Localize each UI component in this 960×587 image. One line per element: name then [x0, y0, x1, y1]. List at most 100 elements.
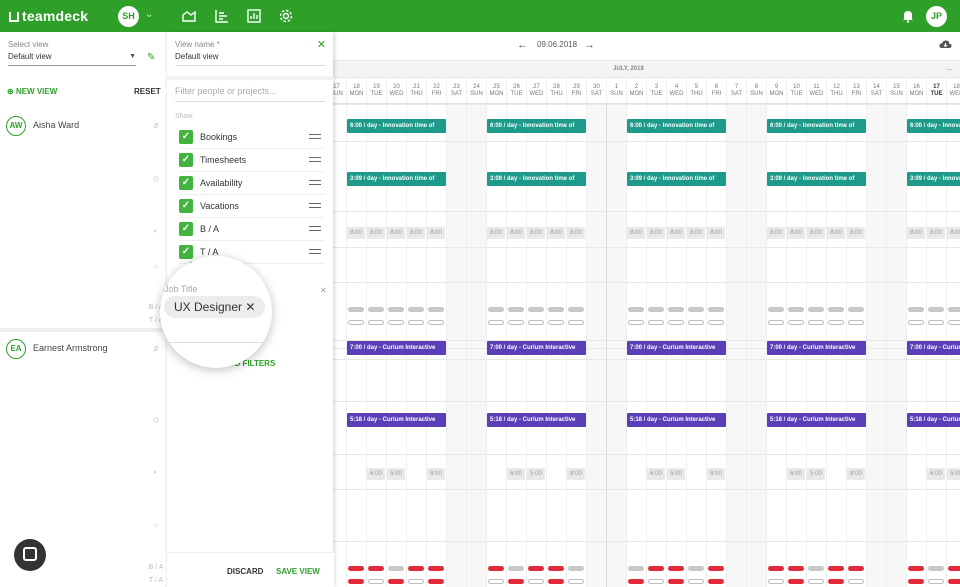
- day-column-header[interactable]: 17 TUE: [926, 78, 946, 104]
- timesheet-bar[interactable]: 5:18 / day - Curium Interactive: [907, 413, 960, 427]
- booking-bar[interactable]: 6:00 / day - Innovation time of: [627, 119, 726, 133]
- checkbox-checked-icon[interactable]: ✓: [179, 176, 193, 190]
- timesheet-bar[interactable]: 5:18 / day - Curium Interactive: [347, 413, 446, 427]
- day-column-header[interactable]: 16 MON: [906, 78, 926, 104]
- timesheet-bar[interactable]: 5:18 / day - Curium Interactive: [767, 413, 866, 427]
- timesheet-bar[interactable]: 3:09 / day - Innovation time of: [767, 172, 866, 186]
- chevron-down-icon[interactable]: ⌄: [145, 9, 154, 20]
- workspace-avatar[interactable]: SH: [118, 6, 139, 27]
- checkbox-checked-icon[interactable]: ✓: [179, 222, 193, 236]
- job-title-chip[interactable]: UX Designer ✕: [164, 296, 266, 318]
- cloud-download-icon[interactable]: [939, 40, 952, 49]
- day-column-header[interactable]: 7 SAT: [726, 78, 746, 104]
- checkbox-checked-icon[interactable]: ✓: [179, 130, 193, 144]
- day-column-header[interactable]: 15 SUN: [886, 78, 906, 104]
- booking-bar[interactable]: 6:00 / day - Innovation time of: [487, 119, 586, 133]
- select-view-dropdown[interactable]: Default view ▼: [8, 52, 136, 66]
- arrow-right-icon[interactable]: →: [945, 64, 953, 73]
- bell-icon[interactable]: [901, 9, 915, 23]
- day-column-header[interactable]: 13 FRI: [846, 78, 866, 104]
- checkbox-checked-icon[interactable]: ✓: [179, 199, 193, 213]
- timesheet-bar[interactable]: 3:09 / day - Innovation time of: [347, 172, 446, 186]
- timesheet-bar[interactable]: 3:09 / day - Innovation time of: [487, 172, 586, 186]
- day-column-header[interactable]: 20 WED: [386, 78, 406, 104]
- schedule-icon[interactable]: [214, 8, 230, 24]
- ba-indicator: [568, 307, 584, 312]
- drag-handle-icon[interactable]: [309, 249, 321, 254]
- day-column-header[interactable]: 29 FRI: [566, 78, 586, 104]
- show-item-availability[interactable]: ✓ Availability: [179, 172, 325, 195]
- booking-bar[interactable]: 6:00 / day - Innovation time of: [907, 119, 960, 133]
- show-item-timesheets[interactable]: ✓ Timesheets: [179, 149, 325, 172]
- checkbox-checked-icon[interactable]: ✓: [179, 245, 193, 259]
- booking-bar[interactable]: 7:00 / day - Curium Interactive: [347, 341, 446, 355]
- booking-bar[interactable]: 7:00 / day - Curium Interactive: [487, 341, 586, 355]
- day-column-header[interactable]: 25 MON: [486, 78, 506, 104]
- drag-handle-icon[interactable]: [309, 157, 321, 162]
- day-column-header[interactable]: 8 SUN: [746, 78, 766, 104]
- drag-handle-icon[interactable]: [309, 203, 321, 208]
- show-item-ba[interactable]: ✓ B / A: [179, 218, 325, 241]
- reports-icon[interactable]: [246, 8, 262, 24]
- booking-bar[interactable]: 6:00 / day - Innovation time of: [767, 119, 866, 133]
- day-column-header[interactable]: 2 MON: [626, 78, 646, 104]
- edit-view-pencil-icon[interactable]: ✎: [147, 52, 156, 63]
- drag-handle-icon[interactable]: [309, 226, 321, 231]
- filter-search-input[interactable]: Filter people or projects...: [175, 86, 325, 102]
- day-column-header[interactable]: 9 MON: [766, 78, 786, 104]
- new-view-button[interactable]: ⊕ NEW VIEW: [7, 87, 57, 96]
- day-column-header[interactable]: 17SUN: [333, 78, 346, 104]
- view-name-input[interactable]: Default view: [175, 52, 325, 66]
- timesheet-bar[interactable]: 5:18 / day - Curium Interactive: [627, 413, 726, 427]
- day-column-header[interactable]: 12 THU: [826, 78, 846, 104]
- timesheet-bar[interactable]: 3:09 / day - Innovation time of: [907, 172, 960, 186]
- settings-gear-icon[interactable]: [278, 8, 294, 24]
- chip-close-icon[interactable]: ✕: [245, 300, 256, 314]
- day-column-header[interactable]: 6 FRI: [706, 78, 726, 104]
- arrow-right-icon[interactable]: →: [584, 39, 595, 51]
- drag-handle-icon[interactable]: [309, 180, 321, 185]
- day-column-header[interactable]: 22 FRI: [426, 78, 446, 104]
- day-column-header[interactable]: 10 TUE: [786, 78, 806, 104]
- day-column-header[interactable]: 1 SUN: [606, 78, 626, 104]
- day-column-header[interactable]: 26 TUE: [506, 78, 526, 104]
- day-column-header[interactable]: 18 MON: [346, 78, 366, 104]
- booking-bar[interactable]: 6:00 / day - Innovation time of: [347, 119, 446, 133]
- discard-button[interactable]: DISCARD: [227, 567, 264, 576]
- show-item-bookings[interactable]: ✓ Bookings: [179, 126, 325, 149]
- day-column-header[interactable]: 5 THU: [686, 78, 706, 104]
- availability-value: 8:00: [407, 227, 425, 239]
- day-column-header[interactable]: 14 SAT: [866, 78, 886, 104]
- timesheet-bar[interactable]: 5:18 / day - Curium Interactive: [487, 413, 586, 427]
- arrow-left-icon[interactable]: ←: [517, 39, 528, 51]
- day-column-header[interactable]: 24 SUN: [466, 78, 486, 104]
- timesheet-bar[interactable]: 3:09 / day - Innovation time of: [627, 172, 726, 186]
- day-column-header[interactable]: 30 SAT: [586, 78, 606, 104]
- save-view-button[interactable]: SAVE VIEW: [276, 567, 320, 576]
- remove-filter-close-icon[interactable]: ✕: [320, 286, 327, 295]
- close-icon[interactable]: ✕: [316, 39, 326, 51]
- chat-support-button[interactable]: [14, 539, 46, 571]
- day-column-header[interactable]: 4 WED: [666, 78, 686, 104]
- dashboard-icon[interactable]: [181, 8, 197, 24]
- show-item-ta[interactable]: ✓ T / A: [179, 241, 325, 264]
- show-item-vacations[interactable]: ✓ Vacations: [179, 195, 325, 218]
- teamdeck-logo[interactable]: teamdeck: [9, 8, 88, 24]
- day-column-header[interactable]: 3 TUE: [646, 78, 666, 104]
- day-column-header[interactable]: 11 WED: [806, 78, 826, 104]
- current-date[interactable]: 09.06.2018: [537, 40, 578, 49]
- add-filters-button[interactable]: ADD FILTERS: [223, 359, 276, 368]
- booking-bar[interactable]: 7:00 / day - Curium Interactive: [767, 341, 866, 355]
- booking-bar[interactable]: 7:00 / day - Curium Interactive: [627, 341, 726, 355]
- day-column-header[interactable]: 21 THU: [406, 78, 426, 104]
- day-column-header[interactable]: 27 WED: [526, 78, 546, 104]
- booking-bar[interactable]: 7:00 / day - Curium Interactive: [907, 341, 960, 355]
- drag-handle-icon[interactable]: [309, 134, 321, 139]
- reset-button[interactable]: RESET: [134, 87, 161, 96]
- day-column-header[interactable]: 19 TUE: [366, 78, 386, 104]
- day-column-header[interactable]: 18WED: [946, 78, 960, 104]
- profile-avatar[interactable]: JP: [926, 6, 947, 27]
- day-column-header[interactable]: 28 THU: [546, 78, 566, 104]
- checkbox-checked-icon[interactable]: ✓: [179, 153, 193, 167]
- day-column-header[interactable]: 23 SAT: [446, 78, 466, 104]
